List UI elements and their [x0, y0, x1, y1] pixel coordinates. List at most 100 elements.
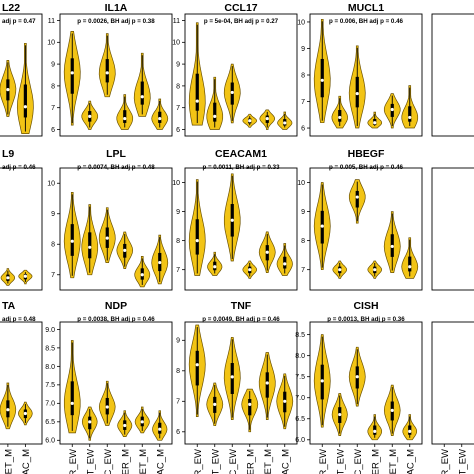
iqr-box: [408, 106, 412, 122]
median-point: [123, 423, 127, 428]
y-tick-label: 10: [47, 40, 55, 47]
median-point: [88, 420, 92, 424]
x-tick-label: AC_M: [155, 449, 166, 474]
panel-cish: CISH p = 0.0013, BH adj p = 0.36 6.0 6.5 7.0…: [295, 300, 423, 474]
x-tick-label: BER_EW: [193, 449, 204, 474]
y-tick-label: 7: [176, 399, 180, 406]
y-tick-label: 9: [176, 338, 180, 345]
iqr-box: [105, 59, 109, 83]
panel-tnf: TNF p = 0.0049, BH adj p = 0.46 6 7 8 9 BER_EW…: [176, 300, 298, 474]
median-point: [23, 274, 27, 278]
panel-ta: TA adj p = 0.48 BET_M AC_M: [0, 300, 43, 474]
panel-stat: p = 0.006, BH adj p = 0.46: [329, 18, 404, 25]
median-point: [265, 116, 269, 121]
y-tick-label: 9: [301, 209, 305, 216]
median-point: [213, 402, 217, 406]
x-tick-label: BET_M: [388, 449, 399, 474]
median-point: [390, 244, 394, 249]
panel-blank-4: [431, 13, 474, 137]
panel-stat: p = 0.0011, BH adj p = 0.33: [202, 164, 280, 171]
x-tick-label: BER_EW: [68, 449, 79, 474]
y-tick-label: 8: [176, 368, 180, 375]
iqr-box: [195, 350, 199, 386]
iqr-box: [320, 58, 324, 98]
y-tick-label: 7: [176, 105, 180, 112]
iqr-box: [70, 58, 74, 94]
x-tick-label: BER_M: [370, 449, 381, 474]
median-point: [140, 95, 144, 99]
y-tick-label: 7.5: [45, 382, 55, 389]
iqr-box: [195, 219, 199, 255]
median-point: [158, 116, 162, 121]
panel-stat: p = 5e-04, BH adj p = 0.27: [204, 18, 279, 25]
panel-title: L22: [2, 2, 20, 14]
panel-stat: adj p = 0.48: [2, 316, 36, 323]
panel-l22: L22 adj p = 0.47: [0, 2, 43, 137]
median-point: [123, 116, 127, 121]
x-tick-label: BET_M: [263, 449, 274, 474]
median-point: [373, 268, 377, 272]
x-tick-label: AC_EW: [103, 449, 114, 474]
y-tick-label: 9.0: [45, 327, 55, 334]
plot-frame: [184, 321, 298, 445]
x-tick-label: BET_EW: [210, 449, 221, 474]
y-tick-label: 7: [51, 272, 55, 279]
iqr-box: [70, 381, 74, 416]
median-point: [408, 115, 412, 120]
median-point: [248, 268, 252, 272]
median-point: [283, 262, 287, 266]
median-point: [338, 268, 342, 272]
plot-frame: [431, 321, 474, 445]
panel-stat: p = 0.0013, BH adj p = 0.36: [327, 316, 405, 323]
median-point: [390, 408, 394, 412]
median-point: [320, 78, 324, 82]
panel-title: HBEGF: [348, 148, 385, 160]
x-tick-label: AC_EW: [353, 449, 364, 474]
y-tick-label: 7.0: [45, 401, 55, 408]
panel-lpl: LPL p = 0.0074, BH adj p = 0.48 7 8 9 10: [47, 148, 173, 291]
iqr-box: [213, 102, 217, 122]
panel-stat: p = 0.0049, BH adj p = 0.46: [202, 316, 280, 323]
x-tick-label: BER_EW: [440, 449, 451, 474]
y-tick-label: 6.5: [295, 416, 305, 423]
median-point: [195, 99, 199, 103]
panel-blank-9: [431, 167, 474, 291]
median-point: [265, 250, 269, 254]
panel-hbegf: HBEGF p = 0.005, BH adj p = 0.46 7 8 9 10: [297, 148, 423, 291]
median-point: [373, 121, 377, 125]
iqr-box: [230, 363, 234, 394]
panel-stat: p = 0.0074, BH adj p = 0.48: [77, 164, 155, 171]
iqr-box: [123, 110, 127, 123]
y-tick-label: 6.0: [295, 437, 305, 444]
panel-title: TA: [2, 300, 16, 312]
median-point: [265, 381, 269, 385]
x-tick-label: BER_M: [245, 449, 256, 474]
median-point: [6, 88, 10, 92]
y-tick-label: 7: [51, 105, 55, 112]
x-tick-label: BET_EW: [335, 449, 346, 474]
median-point: [140, 420, 144, 424]
median-point: [140, 273, 144, 277]
median-point: [23, 105, 27, 109]
plot-frame: [59, 167, 173, 291]
median-point: [195, 239, 199, 243]
median-point: [6, 408, 10, 412]
panel-il1a: IL1A p = 0.0026, BH adj p = 0.38 6 7 8 9 10 11: [47, 2, 173, 137]
median-point: [283, 399, 287, 403]
plot-frame: [431, 167, 474, 291]
plot-frame: [431, 13, 474, 137]
y-tick-label: 8: [301, 72, 305, 79]
median-point: [230, 375, 234, 379]
y-tick-label: 8: [51, 83, 55, 90]
panel-mucl1: MUCL1 p = 0.006, BH adj p = 0.46 6 7 8 9 10: [297, 2, 423, 137]
plot-frame: [0, 13, 43, 137]
x-tick-label: BET_M: [138, 449, 149, 474]
y-tick-label: 8: [301, 238, 305, 245]
y-tick-label: 8.5: [45, 345, 55, 352]
plot-frame: [59, 321, 173, 445]
x-tick-label: AC_M: [405, 449, 416, 474]
y-tick-label: 6: [176, 127, 180, 134]
panel-title: IL1A: [105, 2, 128, 14]
median-point: [123, 248, 127, 252]
